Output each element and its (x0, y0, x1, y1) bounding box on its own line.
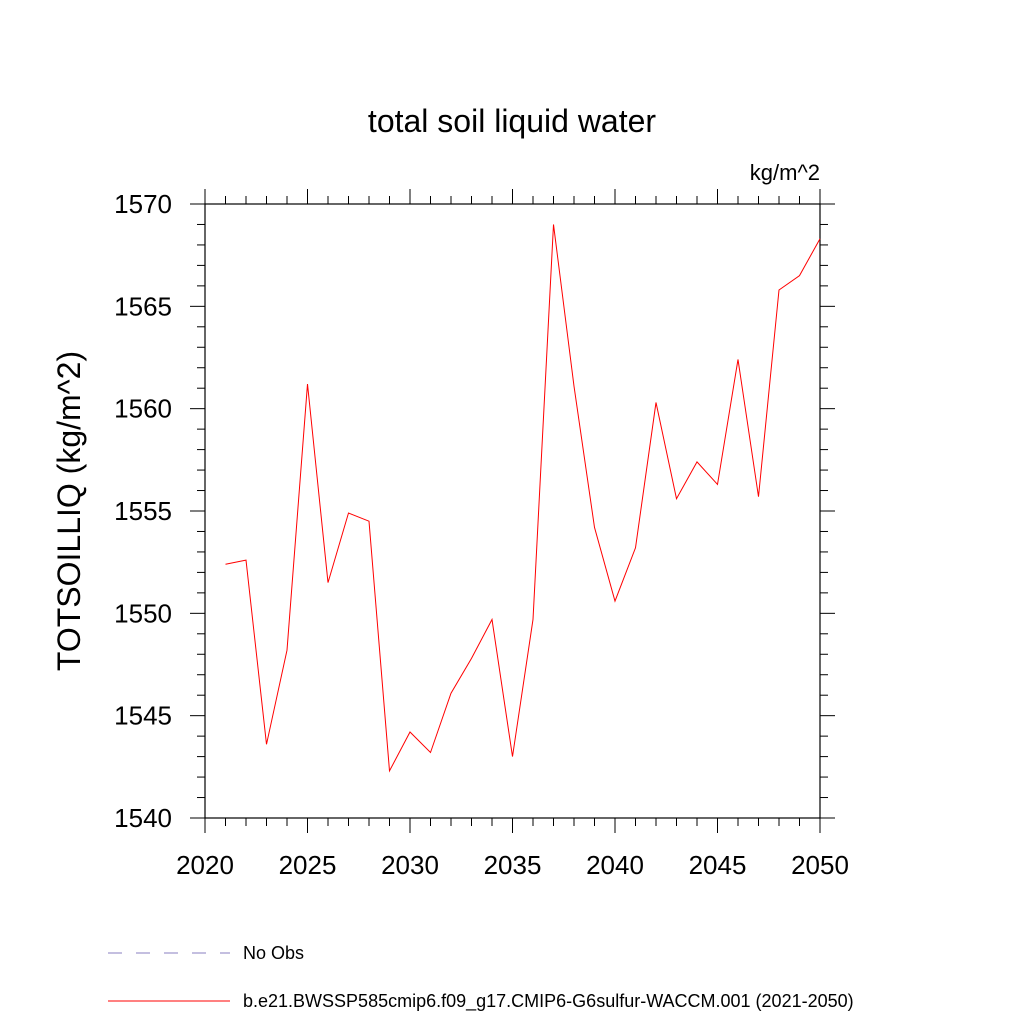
y-tick-label: 1555 (114, 496, 172, 526)
y-tick-label: 1545 (114, 701, 172, 731)
y-tick-label: 1560 (114, 394, 172, 424)
legend: No Obs b.e21.BWSSP585cmip6.f09_g17.CMIP6… (108, 943, 854, 1012)
y-tick-label: 1540 (114, 803, 172, 833)
x-tick-label: 2035 (484, 850, 542, 880)
units-label: kg/m^2 (750, 160, 820, 185)
y-tick-label: 1565 (114, 291, 172, 321)
y-tick-label: 1550 (114, 598, 172, 628)
x-tick-label: 2045 (689, 850, 747, 880)
x-tick-label: 2020 (176, 850, 234, 880)
series-line (225, 224, 821, 773)
y-tick-label: 1570 (114, 189, 172, 219)
x-tick-label: 2050 (791, 850, 849, 880)
legend-label-no-obs: No Obs (243, 943, 304, 963)
y-axis-label: TOTSOILLIQ (kg/m^2) (51, 351, 87, 671)
x-axis: 2020 2025 2030 2035 2040 2045 2050 (176, 189, 849, 880)
x-tick-label: 2040 (586, 850, 644, 880)
y-axis: 1540 1545 1550 1555 1560 1565 1570 (114, 189, 835, 833)
legend-label-model-run: b.e21.BWSSP585cmip6.f09_g17.CMIP6-G6sulf… (243, 991, 854, 1012)
x-tick-label: 2025 (279, 850, 337, 880)
series-layer (225, 224, 821, 773)
x-tick-label: 2030 (381, 850, 439, 880)
chart-title: total soil liquid water (368, 103, 656, 139)
